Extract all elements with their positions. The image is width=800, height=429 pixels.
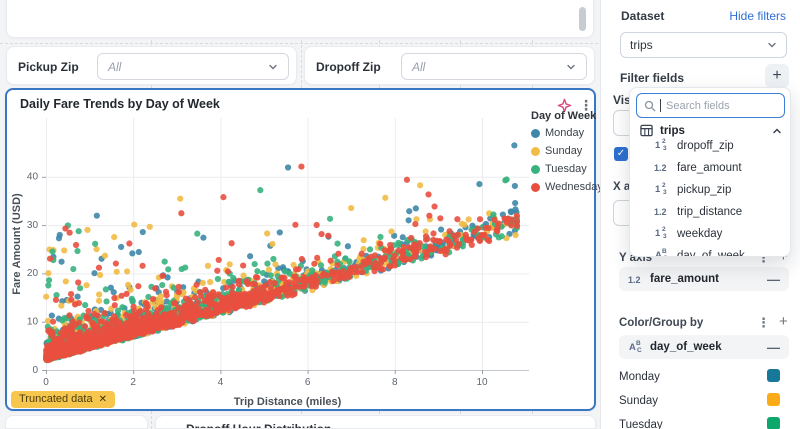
dropoff-zip-select[interactable]: All — [401, 53, 587, 80]
y-axis-field-pill[interactable]: 1.2 fare_amount — — [619, 267, 789, 291]
dataset-value: trips — [630, 38, 653, 52]
dropoff-zip-label: Dropoff Zip — [316, 60, 381, 74]
field-name: dropoff_zip — [677, 139, 734, 152]
field-name: pickup_zip — [677, 183, 732, 196]
legend-label: Wednesday — [545, 181, 603, 193]
dataset-label: Dataset — [621, 9, 665, 23]
field-name: fare_amount — [677, 161, 742, 174]
color-swatch-sunday[interactable] — [767, 393, 780, 406]
grid-guide — [0, 43, 598, 44]
pickup-zip-filter-card: Pickup Zip All — [6, 46, 297, 85]
group-value-monday: Monday — [619, 371, 660, 383]
legend-dot — [531, 182, 540, 192]
dataset-select[interactable]: trips — [620, 32, 787, 58]
decimal-type-icon: 1.2 — [654, 207, 667, 217]
field-name: trip_distance — [677, 205, 743, 218]
table-icon — [640, 124, 653, 137]
pickup-zip-select[interactable]: All — [97, 53, 289, 80]
color-swatch-tuesday[interactable] — [767, 417, 780, 429]
chart-title: Daily Fare Trends by Day of Week — [20, 97, 220, 111]
field-name: day_of_week — [677, 249, 745, 257]
legend-dot — [531, 164, 540, 174]
sparkle-ai-icon[interactable] — [555, 96, 573, 114]
y-axis-field-name: fare_amount — [650, 273, 720, 285]
search-icon — [644, 100, 656, 111]
hide-filters-link[interactable]: Hide filters — [729, 9, 786, 23]
x-axis-label: X axis — [613, 181, 629, 193]
legend-item[interactable]: Tuesday — [531, 163, 597, 175]
legend-title: Day of Week — [531, 110, 597, 122]
string-type-icon: ABC — [655, 248, 668, 257]
legend-dot — [531, 128, 540, 138]
pickup-zip-value: All — [108, 59, 122, 74]
color-group-by-label: Color/Group by — [619, 317, 704, 329]
group-value-sunday: Sunday — [619, 395, 659, 407]
legend-label: Monday — [545, 127, 585, 139]
bottom-left-card — [5, 415, 148, 429]
legend-item[interactable]: Wednesday — [531, 181, 603, 193]
field-item-day-of-week[interactable]: ABC day_of_week — [654, 248, 745, 257]
field-item-fare-amount[interactable]: 1.2 fare_amount — [654, 161, 742, 174]
legend-label: Sunday — [545, 145, 583, 157]
kebab-menu-icon[interactable]: ⋮ — [579, 97, 593, 113]
dropoff-hour-card: Dropoff Hour Distribution — [155, 415, 596, 429]
legend-item[interactable]: Monday — [531, 127, 597, 139]
config-sidebar: Dataset Hide filters trips Filter fields… — [600, 0, 800, 429]
chevron-down-icon — [567, 64, 575, 69]
legend-label: Tuesday — [545, 163, 587, 175]
remove-field-icon[interactable]: — — [767, 271, 780, 287]
decimal-type-icon: 1.2 — [628, 274, 641, 285]
add-group-by-icon[interactable]: + — [779, 313, 788, 330]
field-search-input[interactable]: Search fields — [636, 93, 785, 118]
dropoff-hour-title: Dropoff Hour Distribution — [186, 422, 332, 429]
close-icon[interactable]: ✕ — [98, 393, 107, 405]
group-by-field-name: day_of_week — [650, 341, 722, 353]
visualization-label: Visualization — [613, 93, 630, 107]
group-name: trips — [660, 124, 685, 137]
add-filter-field-button[interactable]: + — [765, 64, 789, 88]
dropoff-zip-value: All — [412, 59, 426, 74]
pickup-zip-label: Pickup Zip — [18, 60, 79, 74]
color-swatch-monday[interactable] — [767, 369, 780, 382]
legend-dot — [531, 146, 540, 156]
field-name: weekday — [677, 227, 723, 240]
scatter-plot[interactable] — [9, 110, 534, 412]
text-caret — [660, 99, 661, 112]
scrollbar-thumb[interactable] — [579, 7, 586, 31]
chart-card[interactable]: Daily Fare Trends by Day of Week ⋮ Day o… — [5, 88, 603, 412]
truncated-data-label: Truncated data — [19, 393, 93, 405]
chevron-up-icon[interactable] — [772, 126, 782, 136]
group-value-tuesday: Tuesday — [619, 419, 663, 429]
top-card — [6, 0, 594, 38]
truncated-data-badge[interactable]: Truncated data ✕ — [11, 391, 115, 408]
chart-legend: Day of Week Monday Sunday Tuesday Wednes… — [531, 110, 603, 199]
dropoff-zip-filter-card: Dropoff Zip All — [304, 46, 595, 85]
legend-item[interactable]: Sunday — [531, 145, 597, 157]
dataset-group-row[interactable]: trips — [640, 124, 782, 137]
remove-field-icon[interactable]: — — [767, 339, 780, 355]
filter-fields-label: Filter fields — [620, 71, 685, 85]
search-placeholder: Search fields — [666, 99, 730, 112]
field-item-trip-distance[interactable]: 1.2 trip_distance — [654, 205, 742, 218]
chevron-down-icon — [269, 64, 277, 69]
checked-checkbox[interactable]: ✓ — [614, 147, 628, 161]
kebab-menu-icon[interactable]: ⋮ — [757, 315, 770, 330]
decimal-type-icon: 1.2 — [654, 163, 667, 173]
chevron-down-icon — [768, 42, 776, 48]
